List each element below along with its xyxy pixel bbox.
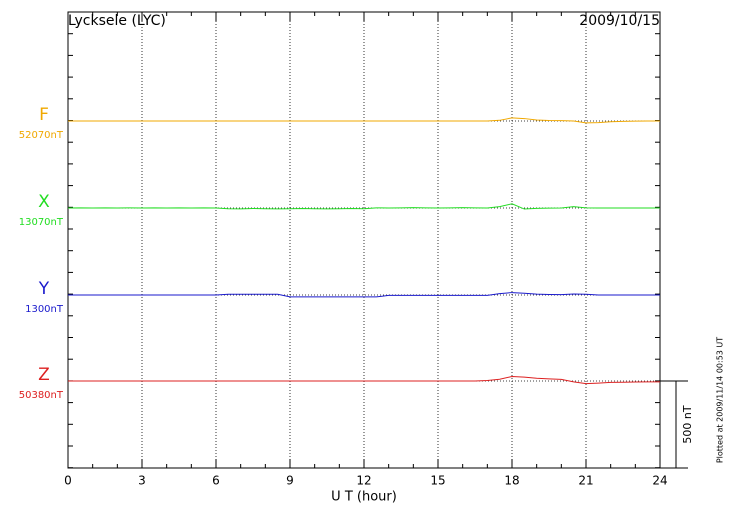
trace — [68, 292, 660, 298]
series-name: Y — [38, 279, 50, 299]
x-tick-label: 15 — [430, 474, 445, 488]
scale-bar-label: 500 nT — [681, 405, 694, 443]
baseline-label: 13070nT — [19, 217, 64, 228]
trace — [67, 203, 660, 210]
series-name: F — [39, 105, 49, 125]
baseline-label: 1300nT — [25, 304, 64, 315]
x-tick-label: 12 — [356, 474, 371, 488]
x-tick-label: 0 — [64, 474, 72, 488]
trace — [68, 375, 660, 385]
chart-date: 2009/10/15 — [579, 13, 660, 29]
x-tick-label: 24 — [652, 474, 667, 488]
series-name: X — [38, 192, 50, 212]
x-tick-label: 21 — [578, 474, 593, 488]
x-axis-label: U T (hour) — [331, 490, 397, 505]
baseline-label: 52070nT — [19, 130, 64, 141]
footnote: Plotted at 2009/11/14 00:53 UT — [716, 337, 725, 463]
series-name: Z — [38, 365, 50, 385]
trace — [68, 117, 660, 124]
baseline-label: 50380nT — [19, 390, 64, 401]
x-tick-label: 9 — [286, 474, 294, 488]
chart-title: Lycksele (LYC) — [68, 13, 166, 29]
x-tick-label: 3 — [138, 474, 146, 488]
x-tick-label: 18 — [504, 474, 519, 488]
x-tick-label: 6 — [212, 474, 220, 488]
